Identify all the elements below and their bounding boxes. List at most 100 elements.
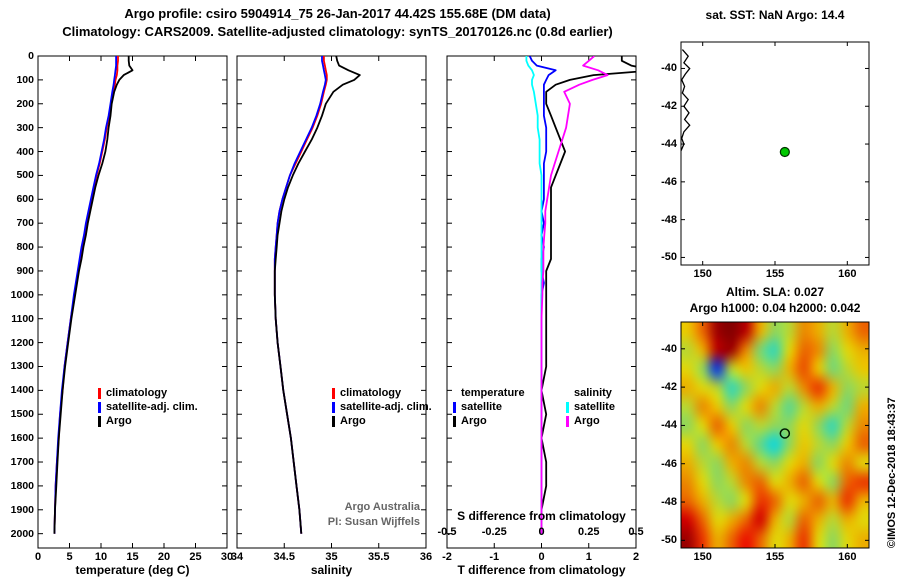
depth-tick-label: 300	[16, 121, 34, 134]
depth-tick-label: 700	[16, 217, 34, 230]
climatology-line-marker	[332, 387, 335, 399]
s-axis-tick-label: -0.5	[437, 526, 457, 538]
argo-line-marker	[98, 415, 101, 427]
axis-box	[236, 55, 427, 549]
legend-temperature-panel: climatology satellite-adj. clim. Argo	[98, 386, 198, 428]
x-tick-label: 5	[66, 551, 73, 563]
sla-heatmap	[681, 322, 869, 548]
depth-tick-label: 1100	[11, 312, 34, 325]
series-T-satellite	[528, 56, 557, 534]
sla-map-lat-tick-label: -46	[661, 457, 677, 470]
depth-tick-label: 1600	[10, 432, 34, 445]
axis-box	[446, 55, 637, 549]
sla-map-lon-tick-label: 155	[765, 551, 785, 563]
series-satellite-adj--clim-	[53, 56, 117, 534]
depth-tick-label: 1700	[10, 456, 34, 469]
x-tick-label: -2	[442, 551, 452, 563]
sla-map-lon-tick-label: 160	[838, 551, 857, 563]
imos-credit-text: ©IMOS 12-Dec-2018 18:43:37	[886, 397, 898, 548]
program-note-line2: PI: Susan Wijffels	[327, 516, 420, 528]
sst-map-lat-tick-label: -46	[661, 175, 677, 188]
axis-box	[37, 55, 228, 549]
depth-tick-label: 100	[16, 73, 34, 86]
x-tick-label: 36	[419, 551, 433, 563]
sst-panel-title: sat. SST: NaN Argo: 14.4	[705, 8, 845, 22]
series-group	[525, 56, 636, 534]
sst-map-lat-tick-label: -42	[661, 100, 677, 113]
x-tick-label: 34.5	[273, 551, 295, 563]
satellite-t-line-marker	[453, 401, 456, 413]
program-note-line1: Argo Australia	[344, 501, 420, 513]
satellite-s-line-marker	[566, 401, 569, 413]
sla-map-lat-tick-label: -50	[661, 534, 677, 547]
series-satellite-adj--clim-	[273, 56, 327, 534]
depth-tick-label: 800	[16, 241, 34, 254]
sla-panel-title-line1: Altim. SLA: 0.027	[725, 285, 825, 299]
legend-salinity-panel: climatology satellite-adj. clim. Argo	[332, 386, 432, 428]
x-tick-label: 2	[632, 551, 640, 563]
sla-map-lat-tick-label: -42	[661, 381, 677, 394]
depth-tick-label: 1300	[10, 360, 34, 373]
sst-map-lat-tick-label: -50	[661, 251, 677, 264]
x-tick-label: 25	[189, 551, 202, 563]
depth-tick-label: 1900	[10, 503, 34, 516]
depth-tick-label: 600	[16, 193, 34, 206]
satellite-adj-line-marker	[332, 401, 335, 413]
x-tick-label: -1	[489, 551, 500, 563]
sla-map-lon-tick-label: 150	[693, 551, 712, 563]
x-tick-label: 34	[230, 551, 244, 563]
legend-difference-salinity: salinity satellite Argo	[566, 386, 615, 428]
legend-label-satellite-adj: satellite-adj. clim.	[106, 401, 198, 413]
sla-map-lat-tick-label: -48	[661, 496, 677, 509]
depth-tick-label: 1500	[10, 408, 34, 421]
sst-map-lat-tick-label: -48	[661, 213, 677, 226]
sst-map-lat-tick-label: -44	[661, 138, 677, 151]
series-T-argo	[540, 56, 636, 534]
series-argo	[53, 56, 134, 534]
series-group	[53, 56, 134, 534]
x-tick-label: 10	[94, 551, 108, 563]
series-climatology	[53, 56, 119, 534]
legend-header-temperature: temperature	[461, 387, 525, 399]
satellite-adj-line-marker	[98, 401, 101, 413]
depth-tick-label: 1000	[10, 288, 34, 301]
sst-map-lon-tick-label: 155	[765, 268, 785, 280]
t-difference-axis-label: T difference from climatology	[457, 563, 626, 577]
figure-title-line1: Argo profile: csiro 5904914_75 26-Jan-20…	[124, 6, 551, 21]
s-axis-tick-label: -0.25	[481, 526, 507, 538]
legend-label-argo: Argo	[106, 415, 132, 427]
float-position-marker	[779, 146, 790, 158]
legend-header-salinity: salinity	[574, 387, 612, 399]
depth-tick-label: 2000	[10, 527, 34, 540]
x-tick-label: 35	[325, 551, 338, 563]
depth-tick-label: 0	[28, 50, 34, 62]
x-tick-label: 15	[126, 551, 139, 563]
s-axis-tick-label: 0	[538, 526, 545, 538]
legend-label-satellite-adj: satellite-adj. clim.	[340, 401, 432, 413]
depth-tick-label: 1400	[10, 384, 34, 397]
legend-label-satellite-t: satellite	[461, 401, 502, 413]
s-axis-tick-label: 0.5	[628, 526, 644, 538]
series-climatology	[273, 56, 328, 534]
coastline	[680, 49, 691, 151]
legend-label-climatology: climatology	[106, 387, 168, 399]
x-tick-label: 35.5	[368, 551, 390, 563]
salinity-axis-label: salinity	[310, 563, 353, 577]
x-tick-label: 0	[538, 551, 545, 563]
sst-map-box	[680, 41, 870, 266]
argo-line-marker	[332, 415, 335, 427]
depth-tick-label: 500	[16, 169, 34, 182]
sla-map-lat-tick-label: -40	[661, 342, 677, 355]
legend-label-argo-t: Argo	[461, 415, 487, 427]
argo-t-line-marker	[453, 415, 456, 427]
sst-map-lon-tick-label: 150	[693, 268, 712, 280]
depth-tick-label: 400	[16, 145, 34, 158]
legend-label-satellite-s: satellite	[574, 401, 615, 413]
depth-tick-label: 1200	[10, 336, 34, 349]
temperature-axis-label: temperature (deg C)	[75, 563, 190, 577]
legend-label-climatology: climatology	[340, 387, 402, 399]
sst-map-lon-tick-label: 160	[838, 268, 857, 280]
sst-map-lat-tick-label: -40	[661, 62, 677, 75]
x-tick-label: 30	[220, 551, 234, 563]
